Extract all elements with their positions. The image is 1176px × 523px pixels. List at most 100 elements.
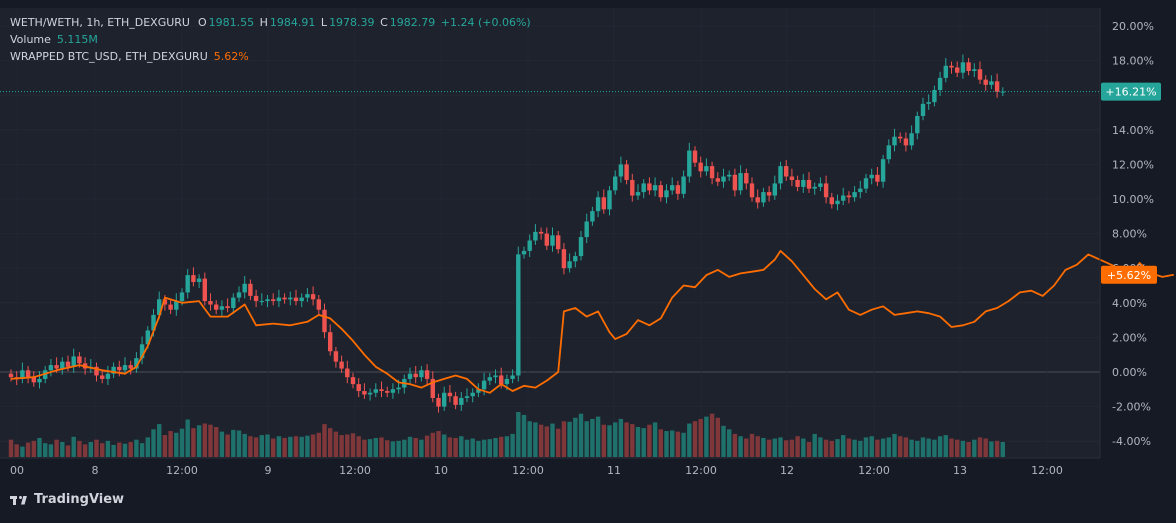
volume-bar xyxy=(20,446,25,457)
volume-bar xyxy=(259,435,264,457)
candle-body xyxy=(208,301,213,305)
volume-bar xyxy=(499,436,504,457)
volume-bars xyxy=(8,412,1005,457)
candle-body xyxy=(442,392,447,407)
volume-bar xyxy=(766,439,772,457)
volume-bar xyxy=(77,440,82,457)
volume-bar xyxy=(60,442,65,457)
legend-compare-label[interactable]: WRAPPED BTC_USD, ETH_DEXGURU xyxy=(10,50,208,63)
x-tick-label: 12:00 xyxy=(858,464,890,477)
legend-close: 1982.79 xyxy=(389,16,436,29)
candle-body xyxy=(333,351,339,362)
volume-bar xyxy=(25,442,31,457)
candle-body xyxy=(299,297,304,302)
volume-bar xyxy=(282,437,287,457)
candle-body xyxy=(561,249,567,269)
volume-bar xyxy=(191,428,196,457)
candle-body xyxy=(709,166,715,179)
volume-bar xyxy=(698,418,703,457)
candles xyxy=(8,54,1005,413)
volume-bar xyxy=(185,419,190,457)
volume-bar xyxy=(37,437,42,457)
volume-bar xyxy=(219,431,225,457)
volume-bar xyxy=(521,414,527,457)
volume-bar xyxy=(527,421,532,457)
volume-bar xyxy=(658,429,663,457)
legend-compare-row[interactable]: WRAPPED BTC_USD, ETH_DEXGURU 5.62% xyxy=(10,48,535,65)
volume-bar xyxy=(276,436,282,457)
volume-bar xyxy=(1000,442,1005,457)
volume-bar xyxy=(937,436,943,457)
volume-bar xyxy=(932,439,937,457)
volume-bar xyxy=(858,440,863,457)
volume-bar xyxy=(442,434,447,457)
volume-bar xyxy=(122,443,128,457)
candle-body xyxy=(339,361,344,369)
candle-body xyxy=(533,231,538,241)
y-tick-label: 12.00% xyxy=(1112,158,1154,171)
candle-body xyxy=(464,396,470,398)
candle-body xyxy=(647,183,652,191)
candle-body xyxy=(31,377,36,383)
volume-bar xyxy=(322,424,327,457)
candle-body xyxy=(128,365,133,369)
y-tick-label: 10.00% xyxy=(1112,193,1154,206)
volume-bar xyxy=(356,436,361,457)
candle-body xyxy=(288,297,293,300)
candle-body xyxy=(818,183,823,187)
legend-high-label: H xyxy=(259,16,268,29)
volume-bar xyxy=(755,436,760,457)
candle-body xyxy=(373,389,378,393)
volume-bar xyxy=(584,421,589,457)
candle-body xyxy=(875,174,880,182)
volume-bar xyxy=(806,442,812,457)
candle-body xyxy=(54,365,59,369)
legend-volume-row[interactable]: Volume 5.115M xyxy=(10,31,535,48)
volume-bar xyxy=(983,438,988,457)
volume-bar xyxy=(738,436,743,457)
volume-bar xyxy=(618,418,624,457)
candle-body xyxy=(407,373,413,379)
candle-body xyxy=(937,77,943,91)
candle-body xyxy=(578,237,584,257)
volume-bar xyxy=(841,435,846,457)
candle-body xyxy=(960,62,966,73)
legend-symbol-row[interactable]: WETH/WETH, 1h, ETH_DEXGURU O 1981.55 H 198… xyxy=(10,14,535,31)
volume-bar xyxy=(504,436,510,457)
volume-bar xyxy=(174,432,179,457)
candle-body xyxy=(48,365,54,371)
candle-body xyxy=(932,90,937,103)
candle-body xyxy=(681,176,686,194)
candle-body xyxy=(65,361,71,367)
tradingview-logo[interactable]: TradingView xyxy=(10,492,124,507)
volume-bar xyxy=(852,439,857,457)
volume-bar xyxy=(14,444,19,457)
chart-legend: WETH/WETH, 1h, ETH_DEXGURU O 1981.55 H 198… xyxy=(10,14,535,65)
volume-bar xyxy=(875,439,880,457)
candle-body xyxy=(607,190,612,210)
candle-body xyxy=(504,378,510,385)
volume-bar xyxy=(533,422,538,457)
volume-bar xyxy=(413,437,418,457)
legend-symbol[interactable]: WETH/WETH, 1h, ETH_DEXGURU xyxy=(10,16,190,29)
volume-bar xyxy=(966,442,971,457)
y-tick-label: -2.00% xyxy=(1112,401,1151,414)
volume-bar xyxy=(316,432,321,457)
y-tick-label: 8.00% xyxy=(1112,228,1147,241)
volume-bar xyxy=(795,436,800,457)
volume-bar xyxy=(111,444,116,457)
x-axis: 00 8 12:00 9 12:00 10 12:00 11 12:00 12 12:00 13 12:… xyxy=(0,457,1100,477)
volume-bar xyxy=(385,440,390,457)
candle-body xyxy=(77,356,82,364)
volume-bar xyxy=(333,431,339,457)
candle-body xyxy=(835,200,840,205)
volume-bar xyxy=(100,443,105,457)
volume-bar xyxy=(214,427,219,457)
candle-body xyxy=(624,164,629,180)
volume-bar xyxy=(339,435,344,457)
volume-bar xyxy=(373,437,378,457)
legend-volume-label[interactable]: Volume xyxy=(10,33,51,46)
candle-body xyxy=(698,162,703,172)
